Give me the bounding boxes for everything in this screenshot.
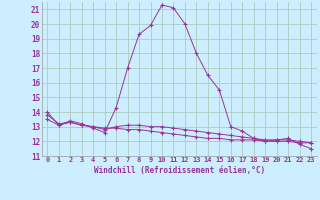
X-axis label: Windchill (Refroidissement éolien,°C): Windchill (Refroidissement éolien,°C) bbox=[94, 166, 265, 175]
